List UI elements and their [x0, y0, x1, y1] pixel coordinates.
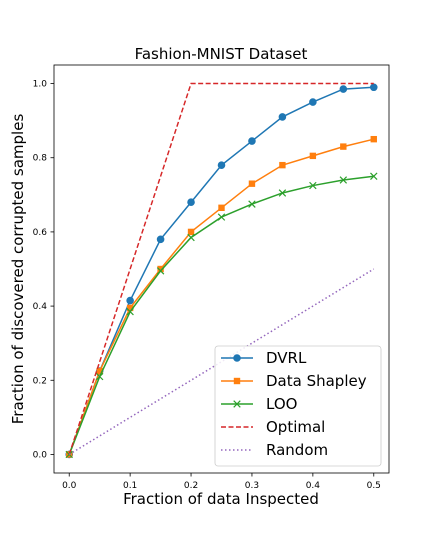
chart-title: Fashion-MNIST Dataset — [135, 45, 308, 63]
data-point-dvrl — [248, 137, 256, 145]
x-tick-label: 0.1 — [123, 481, 137, 491]
data-point-data-shapley — [218, 204, 225, 211]
legend-item-dvrl: DVRL — [221, 349, 307, 367]
axis-ticks: 0.0 0.1 0.2 0.3 0.4 0.5 0.0 0.2 0.4 0.6 0.8 1.0 — [33, 80, 381, 491]
y-tick-label: 0.4 — [33, 302, 48, 312]
x-marker-stroke — [233, 400, 241, 408]
legend-box — [214, 345, 382, 467]
data-point-dvrl — [369, 83, 378, 92]
x-marker-stroke — [187, 233, 195, 242]
legend-label: Data Shapley — [266, 372, 367, 390]
plot-frame — [53, 64, 390, 474]
y-tick-label: 1.0 — [33, 80, 48, 90]
x-marker-stroke — [217, 213, 226, 221]
series-line-optimal — [68, 82, 374, 455]
x-tick-label: 0.4 — [306, 481, 321, 491]
x-marker-stroke — [370, 172, 378, 180]
x-tick-label: 0.3 — [245, 481, 259, 491]
x-axis-label: Fraction of data Inspected — [123, 490, 319, 508]
legend-marker — [233, 400, 241, 408]
x-marker-stroke — [248, 200, 256, 208]
data-point-loo — [126, 307, 134, 316]
x-marker-stroke — [339, 176, 348, 184]
legend-item-optimal: Optimal — [221, 418, 325, 436]
x-tick-label: 0.5 — [367, 481, 381, 491]
plot-area — [65, 82, 378, 459]
legend-item-loo: LOO — [221, 395, 297, 413]
data-point-loo — [370, 172, 378, 180]
y-tick-label: 0.0 — [33, 450, 48, 460]
data-point-loo — [95, 372, 104, 381]
data-point-data-shapley — [248, 180, 256, 187]
data-point-dvrl — [126, 296, 134, 305]
data-point-dvrl — [309, 98, 317, 106]
data-point-data-shapley — [309, 152, 317, 160]
data-point-data-shapley — [157, 265, 164, 273]
legend-label: DVRL — [266, 349, 307, 367]
legend-label: Optimal — [266, 418, 325, 436]
data-point-loo — [156, 267, 165, 275]
y-tick-label: 0.8 — [33, 154, 48, 164]
data-point-dvrl — [278, 113, 287, 121]
y-tick-label: 0.6 — [33, 228, 48, 238]
data-point-loo — [309, 181, 317, 190]
data-point-loo — [278, 189, 287, 197]
legend-marker — [233, 377, 241, 385]
data-point-dvrl — [156, 235, 165, 244]
legend-marker — [233, 354, 241, 362]
y-tick-label: 0.2 — [33, 376, 47, 386]
legend-label: Random — [266, 441, 328, 459]
data-point-loo — [248, 200, 256, 208]
x-marker-stroke — [309, 181, 317, 190]
data-point-data-shapley — [370, 135, 377, 143]
legend-label: LOO — [266, 395, 297, 413]
legend-item-random: Random — [221, 441, 328, 459]
x-tick-label: 0.0 — [62, 481, 77, 491]
data-point-data-shapley — [96, 367, 103, 375]
data-point-loo — [65, 450, 73, 459]
x-marker-stroke — [95, 372, 104, 381]
data-point-dvrl — [187, 198, 195, 207]
data-point-data-shapley — [187, 228, 195, 236]
legend-item-data-shapley: Data Shapley — [221, 372, 367, 390]
x-marker-stroke — [126, 307, 134, 316]
data-point-data-shapley — [126, 304, 134, 312]
data-point-data-shapley — [279, 161, 286, 169]
x-marker-stroke — [65, 450, 73, 459]
data-point-dvrl — [339, 85, 348, 93]
x-tick-label: 0.2 — [184, 481, 198, 491]
y-axis-label: Fraction of discovered corrupted samples — [9, 114, 27, 425]
data-point-loo — [217, 213, 226, 221]
data-point-loo — [187, 233, 195, 242]
data-point-loo — [339, 176, 348, 184]
data-point-data-shapley — [340, 143, 347, 150]
x-marker-stroke — [278, 189, 287, 197]
data-point-dvrl — [217, 161, 226, 169]
legend: DVRL Data Shapley LOO Optimal Random — [214, 345, 382, 467]
x-marker-stroke — [156, 267, 165, 275]
series-line-random — [68, 268, 375, 456]
